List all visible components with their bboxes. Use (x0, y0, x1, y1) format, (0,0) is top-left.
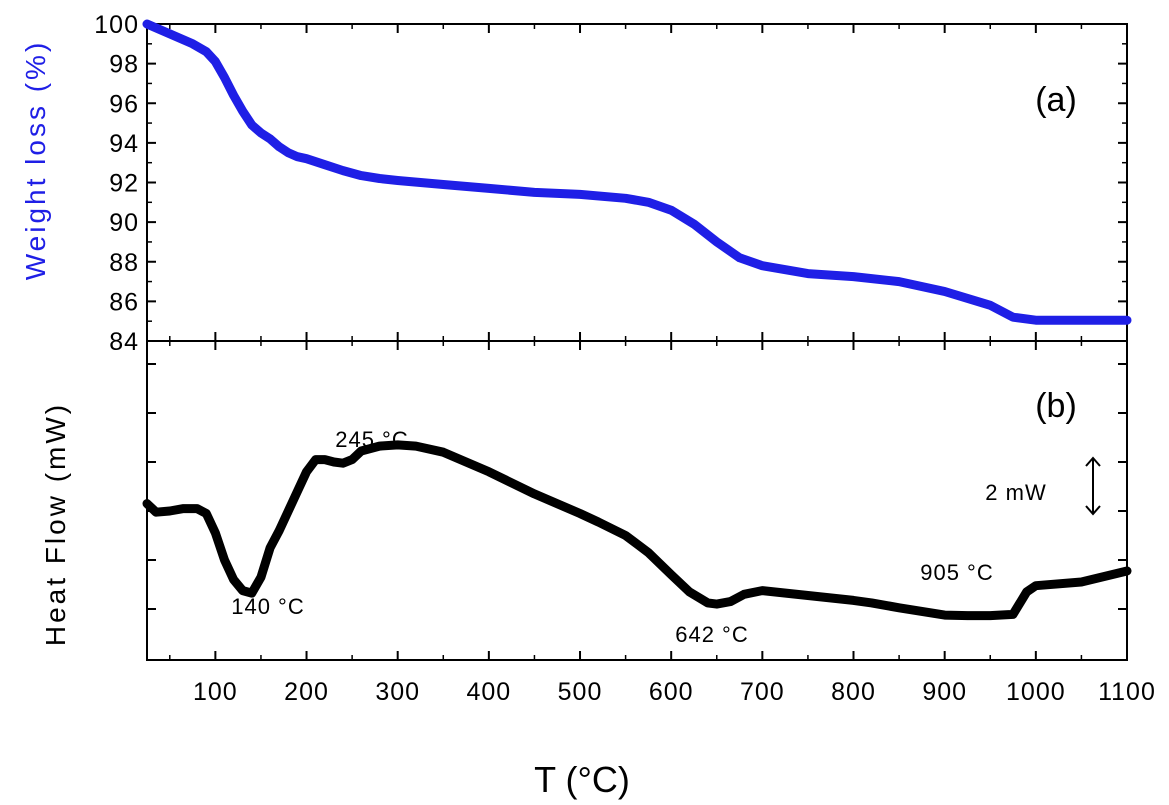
x-tick-label-500: 500 (558, 678, 603, 706)
heat-flow-curve (142, 440, 1132, 621)
weight-loss-axis-title: Weight loss (%) (20, 40, 51, 281)
y-tick-label-100: 100 (94, 11, 139, 39)
temperature-axis-title: T (°C) (534, 759, 630, 800)
annotation-642: 642 °C (675, 622, 749, 647)
x-tick-label-200: 200 (284, 678, 329, 706)
panel-a-label: (a) (1035, 81, 1077, 119)
y-tick-label-86: 86 (109, 288, 139, 316)
y-tick-label-84: 84 (109, 328, 139, 356)
x-tick-label-300: 300 (375, 678, 420, 706)
x-tick-label-600: 600 (649, 678, 694, 706)
y-tick-label-92: 92 (109, 170, 139, 198)
scale-bar-label: 2 mW (985, 480, 1046, 505)
y-tick-label-96: 96 (109, 90, 139, 118)
panel-a-frame (146, 23, 1128, 342)
panel-b-label: (b) (1035, 387, 1077, 425)
x-tick-label-700: 700 (740, 678, 785, 706)
annotation-140: 140 °C (231, 594, 305, 619)
scale-bar-arrow-icon (1085, 456, 1101, 516)
chart-marks: 100 200 300 400 500 600 700 800 900 1000 1100 84 86 8… (94, 11, 1156, 706)
x-tick-label-100: 100 (193, 678, 238, 706)
y-tick-label-90: 90 (109, 209, 139, 237)
heat-flow-axis-title: Heat Flow (mW) (40, 402, 71, 646)
y-tick-label-88: 88 (109, 249, 139, 277)
y-tick-label-94: 94 (109, 130, 139, 158)
x-tick-label-400: 400 (467, 678, 512, 706)
annotation-905: 905 °C (920, 560, 994, 585)
y-tick-label-98: 98 (109, 51, 139, 79)
x-tick-label-900: 900 (922, 678, 967, 706)
x-tick-label-1100: 1100 (1098, 678, 1156, 706)
x-tick-label-800: 800 (831, 678, 876, 706)
x-tick-label-1000: 1000 (1006, 678, 1066, 706)
weight-loss-curve (142, 19, 1132, 325)
